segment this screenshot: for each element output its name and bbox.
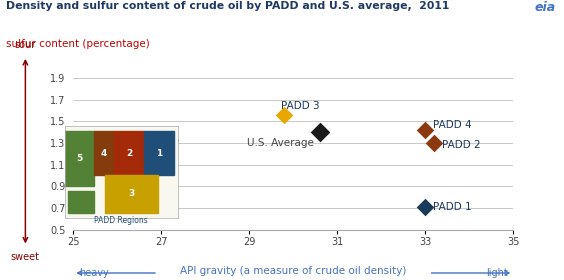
Point <box>166 137 175 142</box>
Text: 2: 2 <box>126 149 133 158</box>
Bar <box>105 175 158 213</box>
Point <box>430 141 439 145</box>
Bar <box>68 191 94 213</box>
Text: sulfur content (percentage): sulfur content (percentage) <box>6 39 149 49</box>
Text: sweet: sweet <box>11 252 40 262</box>
Text: light: light <box>486 268 508 278</box>
Point <box>421 205 430 209</box>
Text: 1: 1 <box>156 149 162 158</box>
Text: PADD 1: PADD 1 <box>433 202 472 212</box>
Point <box>280 113 289 117</box>
Text: PADD 4: PADD 4 <box>433 120 472 130</box>
Text: sour: sour <box>15 40 36 50</box>
X-axis label: API gravity (a measure of crude oil density): API gravity (a measure of crude oil dens… <box>180 266 407 276</box>
Bar <box>114 131 144 175</box>
Text: PADD 5: PADD 5 <box>102 126 140 136</box>
Bar <box>144 131 174 175</box>
Text: U.S. Average: U.S. Average <box>247 138 314 148</box>
Text: heavy: heavy <box>79 268 109 278</box>
Text: 3: 3 <box>128 190 134 199</box>
Bar <box>94 131 114 175</box>
Point <box>421 128 430 132</box>
Text: 5: 5 <box>76 154 82 163</box>
Text: PADD 3: PADD 3 <box>281 101 320 111</box>
Text: PADD Regions: PADD Regions <box>94 216 147 225</box>
Text: 4: 4 <box>101 149 107 158</box>
Text: eia: eia <box>535 1 556 14</box>
Text: PADD 2: PADD 2 <box>442 140 481 150</box>
Point <box>315 130 324 134</box>
Text: Density and sulfur content of crude oil by PADD and U.S. average,  2011: Density and sulfur content of crude oil … <box>6 1 449 11</box>
Bar <box>65 131 94 186</box>
